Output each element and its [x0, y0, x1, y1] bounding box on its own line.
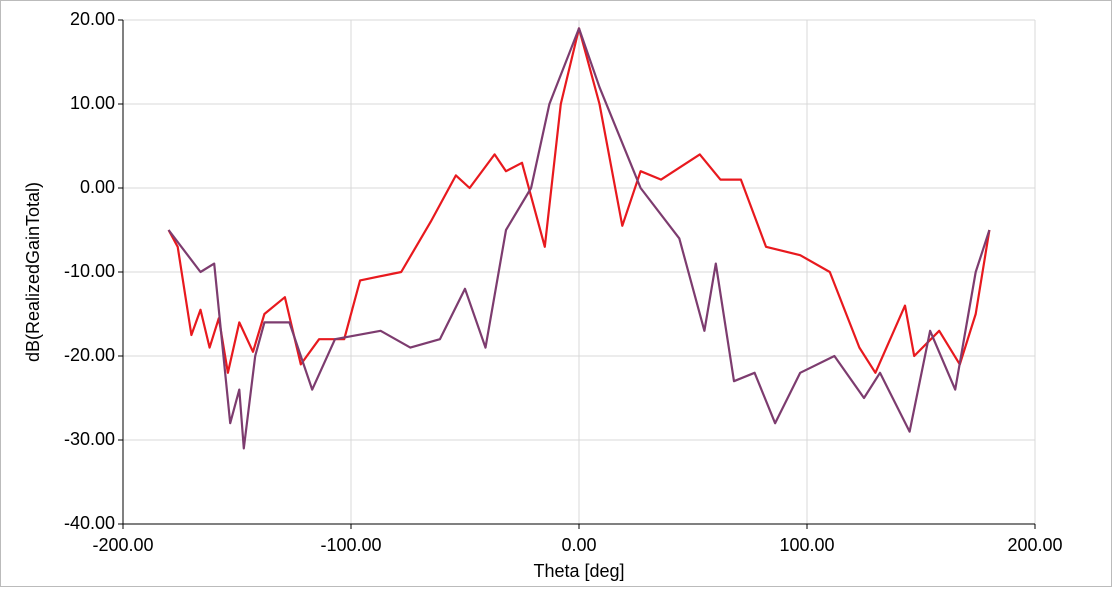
y-tick-label: -10.00	[64, 261, 115, 281]
y-tick-label: -30.00	[64, 429, 115, 449]
y-tick-label: 20.00	[70, 9, 115, 29]
x-tick-label: 0.00	[561, 535, 596, 555]
y-tick-label: 0.00	[80, 177, 115, 197]
y-axis-label: dB(RealizedGainTotal)	[23, 182, 43, 362]
x-tick-label: -200.00	[92, 535, 153, 555]
series-line	[167, 27, 991, 450]
y-tick-label: -20.00	[64, 345, 115, 365]
x-axis-label: Theta [deg]	[533, 561, 624, 581]
x-tick-label: -100.00	[320, 535, 381, 555]
y-tick-label: -40.00	[64, 513, 115, 533]
x-tick-label: 100.00	[779, 535, 834, 555]
series-line	[167, 27, 991, 374]
x-tick-label: 200.00	[1007, 535, 1062, 555]
y-tick-label: 10.00	[70, 93, 115, 113]
